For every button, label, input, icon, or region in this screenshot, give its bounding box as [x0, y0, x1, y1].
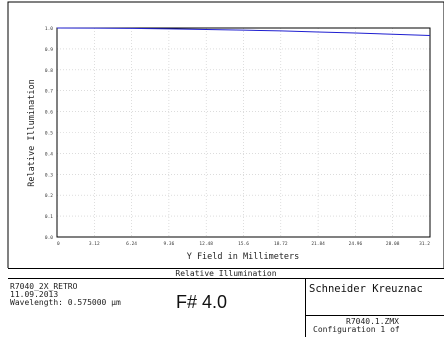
company-name: Schneider Kreuznac	[309, 283, 423, 295]
company-panel	[305, 278, 444, 316]
date-text: 11.09.2013	[10, 290, 59, 299]
wavelength-text: Wavelength: 0.575000 µm	[10, 298, 121, 307]
y-tick-label: 0.9	[45, 47, 53, 53]
y-tick-label: 1.0	[45, 26, 53, 32]
chart-caption: Relative Illumination	[8, 268, 444, 279]
tick-labels: 0 3.12 6.24 9.36 12.48 15.6 18.72 21.84 24.96 28.…	[45, 26, 430, 247]
x-tick-label: 18.72	[274, 241, 288, 247]
x-axis-label: Y Field in Millimeters	[187, 252, 300, 262]
x-tick-label: 12.48	[199, 241, 213, 247]
x-tick-label: 21.84	[311, 241, 325, 247]
plot-area: 0 3.12 6.24 9.36 12.48 15.6 18.72 21.84 24.96 28.…	[7, 1, 444, 268]
info-left-panel: R7040_2X_RETRO 11.09.2013 Wavelength: 0.…	[8, 278, 306, 337]
x-tick-label: 0	[57, 241, 60, 247]
x-tick-label: 15.6	[238, 241, 249, 247]
series-line-relative-illumination	[56, 27, 431, 37]
lens-name: R7040_2X_RETRO	[10, 282, 78, 291]
configuration-text: Configuration 1 of	[313, 325, 400, 334]
y-tick-label: 0.5	[45, 131, 53, 137]
x-tick-label: 24.96	[349, 241, 363, 247]
x-tick-label: 6.24	[126, 241, 137, 247]
y-tick-label: 0.8	[45, 68, 53, 74]
f-number: F# 4.0	[176, 292, 228, 312]
y-tick-label: 0.3	[45, 172, 53, 178]
outer-border	[7, 1, 444, 268]
y-tick-label: 0.4	[45, 151, 53, 157]
y-tick-label: 0.6	[45, 110, 53, 116]
x-tick-label: 9.36	[163, 241, 174, 247]
y-tick-label: 0.0	[45, 235, 53, 241]
file-name: R7040.1.ZMX	[346, 317, 399, 326]
x-tick-label: 3.12	[89, 241, 100, 247]
y-tick-label: 0.2	[45, 193, 53, 199]
grid	[57, 28, 430, 237]
y-axis-label: Relative Illumination	[27, 79, 37, 186]
x-tick-label: 28.08	[386, 241, 400, 247]
x-tick-label: 31.2	[419, 241, 430, 247]
y-tick-label: 0.1	[45, 214, 53, 220]
plot-border	[56, 27, 431, 238]
y-tick-label: 0.7	[45, 89, 53, 95]
